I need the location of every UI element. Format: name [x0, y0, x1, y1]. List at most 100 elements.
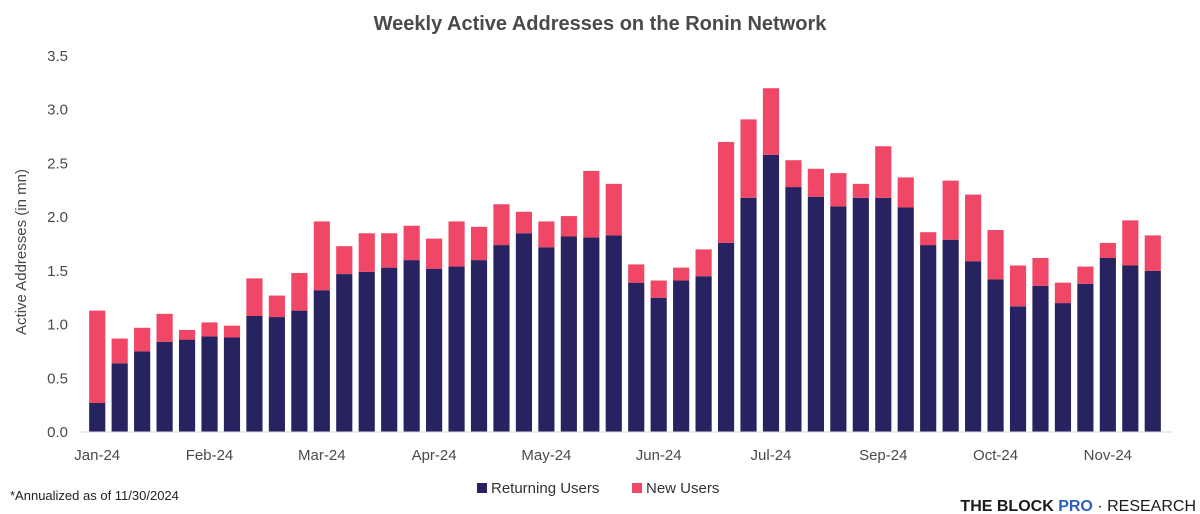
- bar-returning-users: [178, 339, 196, 432]
- bar-returning-users: [448, 266, 465, 432]
- x-tick-label: Mar-24: [298, 447, 346, 464]
- bar-new-users: [920, 232, 937, 246]
- bar-new-users: [223, 325, 241, 338]
- bar-returning-users: [920, 245, 937, 432]
- bar-new-users: [942, 180, 959, 240]
- bar-new-users: [336, 246, 353, 275]
- bar-returning-users: [381, 267, 398, 432]
- y-tick-label: 3.5: [47, 48, 68, 65]
- bar-returning-users: [650, 297, 667, 432]
- bar-new-users: [538, 221, 555, 248]
- footnote: *Annualized as of 11/30/2024: [10, 488, 179, 503]
- bar-new-users: [134, 327, 151, 352]
- x-axis: Jan-24 Feb-24 Mar-24 Apr-24 May-24 Jun-24 Jul-…: [74, 447, 1132, 464]
- chart-title: Weekly Active Addresses on the Ronin Net…: [374, 13, 828, 35]
- bar-returning-users: [852, 197, 869, 432]
- bar-returning-users: [246, 315, 263, 432]
- bar-returning-users: [1032, 285, 1049, 432]
- bar-new-users: [178, 329, 196, 340]
- bar-returning-users: [605, 235, 622, 432]
- bar-new-users: [268, 295, 285, 318]
- x-tick-label: Sep-24: [859, 447, 907, 464]
- bar-returning-users: [1122, 265, 1139, 432]
- bar-new-users: [717, 141, 735, 243]
- bar-returning-users: [628, 282, 645, 432]
- bar-returning-users: [762, 154, 780, 432]
- bar-new-users: [987, 230, 1004, 280]
- bar-returning-users: [268, 317, 285, 432]
- bar-returning-users: [987, 279, 1004, 432]
- brand-pro: PRO: [1058, 498, 1093, 514]
- bar-returning-users: [965, 261, 982, 432]
- bar-new-users: [470, 226, 488, 261]
- bar-new-users: [897, 177, 914, 208]
- y-axis-label: Active Addresses (in mn): [13, 169, 30, 335]
- bar-new-users: [1009, 265, 1027, 307]
- bar-returning-users: [695, 276, 712, 432]
- bar-returning-users: [740, 197, 757, 432]
- bar-new-users: [448, 221, 465, 267]
- bar-returning-users: [538, 247, 555, 432]
- bar-returning-users: [1077, 283, 1094, 432]
- bar-new-users: [313, 221, 330, 291]
- y-tick-label: 2.0: [47, 209, 68, 226]
- x-tick-label: May-24: [521, 447, 571, 464]
- bar-new-users: [740, 119, 757, 198]
- bar-new-users: [852, 183, 869, 198]
- bar-returning-users: [1009, 306, 1027, 432]
- bar-returning-users: [1099, 257, 1116, 432]
- bar-new-users: [111, 338, 128, 364]
- brand-main: THE BLOCK: [960, 498, 1054, 514]
- bar-returning-users: [156, 341, 173, 432]
- x-tick-label: Jun-24: [636, 447, 682, 464]
- bar-new-users: [381, 233, 398, 268]
- bar-new-users: [201, 322, 218, 337]
- bar-new-users: [605, 183, 622, 236]
- bar-new-users: [1144, 235, 1161, 271]
- bar-returning-users: [785, 187, 802, 432]
- bar-new-users: [875, 146, 892, 198]
- bar-new-users: [830, 173, 847, 207]
- bar-new-users: [1054, 282, 1072, 304]
- bar-returning-users: [515, 233, 533, 432]
- y-axis: 0.0 0.5 1.0 1.5 2.0 2.5 3.0 3.5: [47, 48, 68, 441]
- bar-new-users: [785, 160, 802, 188]
- bar-new-users: [1099, 242, 1116, 258]
- bar-returning-users: [111, 363, 128, 432]
- bar-returning-users: [134, 351, 151, 432]
- bar-returning-users: [875, 197, 892, 432]
- bar-returning-users: [897, 207, 914, 432]
- bar-new-users: [583, 170, 600, 238]
- x-tick-label: Feb-24: [186, 447, 234, 464]
- bar-new-users: [673, 267, 690, 281]
- bar-new-users: [156, 313, 173, 342]
- legend-label-new: New Users: [646, 480, 719, 497]
- bar-new-users: [358, 233, 375, 272]
- x-tick-label: Apr-24: [412, 447, 457, 464]
- bar-new-users: [1122, 220, 1139, 266]
- bar-new-users: [89, 310, 106, 403]
- bar-returning-users: [403, 260, 420, 432]
- bar-returning-users: [291, 310, 308, 432]
- y-tick-label: 2.5: [47, 155, 68, 172]
- x-tick-label: Jul-24: [751, 447, 792, 464]
- bar-returning-users: [313, 290, 330, 432]
- bar-new-users: [965, 194, 982, 262]
- x-tick-label: Oct-24: [973, 447, 1018, 464]
- bar-new-users: [762, 88, 780, 155]
- bar-returning-users: [426, 268, 443, 432]
- bar-new-users: [426, 238, 443, 269]
- bar-returning-users: [1144, 270, 1161, 432]
- brand-rest: · RESEARCH: [1093, 498, 1196, 514]
- bar-new-users: [403, 225, 420, 261]
- x-tick-label: Jan-24: [74, 447, 120, 464]
- bar-returning-users: [336, 274, 353, 432]
- bar-new-users: [650, 280, 667, 298]
- y-tick-label: 3.0: [47, 102, 68, 119]
- bar-returning-users: [358, 271, 375, 432]
- x-tick-label: Nov-24: [1084, 447, 1132, 464]
- bar-returning-users: [807, 196, 824, 432]
- bar-returning-users: [942, 239, 959, 432]
- bar-returning-users: [673, 280, 690, 432]
